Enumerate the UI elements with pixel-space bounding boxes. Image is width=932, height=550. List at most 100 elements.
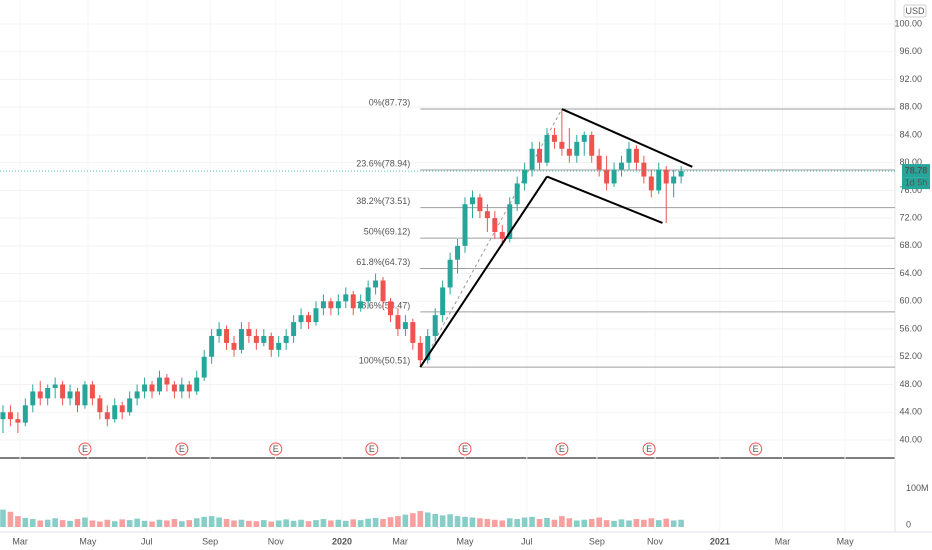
candle-body <box>663 169 669 184</box>
volume-bar <box>104 519 111 527</box>
candle-body <box>469 197 475 205</box>
volume-bar <box>424 512 431 527</box>
volume-bar <box>179 521 185 527</box>
candle-body <box>611 169 617 184</box>
earnings-label: E <box>82 444 88 454</box>
volume-bar <box>641 519 647 527</box>
fib-label: 61.8%(64.73) <box>356 257 410 267</box>
volume-bar <box>462 516 468 527</box>
volume-bar <box>335 519 342 527</box>
earnings-label: E <box>646 444 652 454</box>
volume-bar <box>663 518 670 527</box>
volume-bar <box>52 518 58 527</box>
candle-body <box>328 301 334 309</box>
volume-bar <box>171 519 178 527</box>
candle-body <box>417 342 423 361</box>
candle-body <box>119 405 125 413</box>
x-tick-label: Jul <box>521 536 533 546</box>
y-tick-label: 48.00 <box>899 379 922 389</box>
x-tick-label: May <box>457 536 475 546</box>
volume-bar <box>588 519 595 527</box>
volume-bar <box>566 518 573 527</box>
candle-body <box>268 335 274 350</box>
volume-bar <box>126 520 133 527</box>
volume-bar <box>670 520 677 527</box>
volume-bar <box>313 520 319 527</box>
candle-body <box>201 356 207 378</box>
candle-body <box>395 315 401 330</box>
fib-label: 23.6%(78.94) <box>356 158 410 168</box>
candle-body <box>0 412 6 420</box>
candle-body <box>402 322 408 330</box>
earnings-marker <box>78 442 92 456</box>
candle-body <box>678 171 684 177</box>
y-tick-label: 52.00 <box>899 351 922 361</box>
candle-body <box>619 162 625 170</box>
volume-bar <box>678 519 684 527</box>
volume-bar <box>499 520 506 527</box>
candle-body <box>171 384 177 392</box>
volume-bar <box>283 519 289 527</box>
candle-body <box>15 419 21 423</box>
last-price-label: 78.78 <box>905 165 928 175</box>
volume-bar <box>484 519 491 527</box>
candle-body <box>238 329 244 350</box>
volume-bar <box>164 520 170 527</box>
fib-label: 38.2%(73.51) <box>356 196 410 206</box>
volume-bar <box>305 521 312 527</box>
candle-body <box>335 301 341 309</box>
x-tick-label: 2021 <box>710 536 730 546</box>
candle-body <box>156 377 162 392</box>
y-tick-label: 56.00 <box>899 323 922 333</box>
candle-body <box>604 169 610 184</box>
earnings-label: E <box>273 444 279 454</box>
candle-body <box>499 231 505 239</box>
candle-body <box>127 398 133 413</box>
y-tick-label: 88.00 <box>899 102 922 112</box>
candle-body <box>432 315 438 336</box>
candle-body <box>440 287 446 316</box>
volume-bar <box>506 518 513 527</box>
y-tick-label: 92.00 <box>899 74 922 84</box>
volume-bar <box>492 519 498 527</box>
x-tick-label: Mar <box>12 536 28 546</box>
currency-box[interactable] <box>903 4 927 18</box>
candle-body <box>671 176 677 184</box>
volume-bar <box>417 511 424 527</box>
volume-bar <box>410 513 416 527</box>
trend-line <box>561 108 693 168</box>
candle-body <box>209 335 215 357</box>
candle-body <box>112 405 118 420</box>
candle-body <box>358 301 364 309</box>
volume-bar <box>134 518 140 527</box>
x-tick-label: Mar <box>775 536 791 546</box>
y-tick-label: 96.00 <box>899 46 922 56</box>
candle-body <box>633 148 639 163</box>
volume-bar <box>186 520 193 527</box>
volume-bar <box>231 520 237 527</box>
x-tick-label: Mar <box>392 536 408 546</box>
x-tick-label: Nov <box>268 536 285 546</box>
candle-body <box>425 335 431 361</box>
volume-bar <box>119 519 126 527</box>
candle-body <box>455 245 461 260</box>
candle-body <box>522 169 528 184</box>
volume-bar <box>15 516 21 527</box>
volume-bar <box>223 519 230 527</box>
x-tick-label: Sep <box>202 536 218 546</box>
candle-body <box>298 315 304 323</box>
candle-body <box>447 259 453 288</box>
volume-bar <box>0 509 6 527</box>
candle-body <box>559 141 565 149</box>
volume-tick-label: 100M <box>906 483 929 493</box>
y-tick-label: 84.00 <box>899 129 922 139</box>
candle-body <box>30 391 36 406</box>
candle-body <box>544 134 550 163</box>
volume-bar <box>633 519 640 527</box>
candle-body <box>194 377 200 392</box>
volume-bar <box>29 519 36 527</box>
candle-body <box>529 148 535 170</box>
volume-bar <box>469 517 476 527</box>
volume-bar <box>603 520 610 527</box>
countdown-label: 1d 5h <box>905 177 928 187</box>
